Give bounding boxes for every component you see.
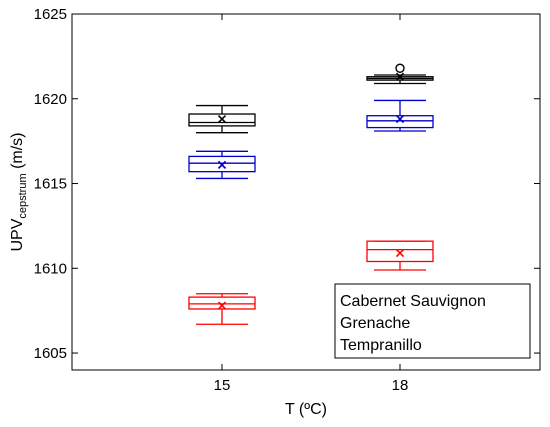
mean-marker xyxy=(395,72,405,81)
y-axis-label: UPVcepstrum (m/s) xyxy=(9,132,29,251)
plot-area-frame xyxy=(71,13,541,371)
y-axis-label-subscript: cepstrum xyxy=(17,173,29,218)
box-tempranillo-18 xyxy=(366,99,434,132)
box-tempranillo-15 xyxy=(188,150,256,180)
mean-marker xyxy=(395,115,405,124)
legend: Cabernet Sauvignon Grenache Tempranillo xyxy=(334,283,531,359)
mean-marker xyxy=(217,301,227,310)
legend-entry-tempranillo: Tempranillo xyxy=(340,337,422,354)
box-cabernet-sauvignon-15 xyxy=(188,104,256,134)
x-axis-label: T (ºC) xyxy=(285,401,327,418)
y-tick-label: 1605 xyxy=(34,345,67,362)
y-axis-label-unit: (m/s) xyxy=(9,132,26,173)
x-tick-label: 18 xyxy=(392,377,409,394)
iqr-box xyxy=(188,296,256,310)
legend-box xyxy=(334,283,531,359)
iqr-box xyxy=(188,155,256,173)
mean-marker xyxy=(217,160,227,169)
iqr-box xyxy=(366,240,434,263)
iqr-box xyxy=(188,113,256,127)
outlier-point xyxy=(395,63,405,73)
x-tick-label: 15 xyxy=(214,377,231,394)
y-axis-label-main: UPV xyxy=(9,218,26,251)
legend-entry-grenache: Grenache xyxy=(340,315,410,332)
legend-entry-cabernet-sauvignon: Cabernet Sauvignon xyxy=(340,293,486,310)
box-grenache-18 xyxy=(366,240,434,271)
mean-marker xyxy=(217,115,227,124)
iqr-box xyxy=(366,115,434,129)
box-grenache-15 xyxy=(188,293,256,325)
mean-marker xyxy=(395,248,405,258)
y-tick-label: 1615 xyxy=(34,176,67,193)
y-tick-label: 1610 xyxy=(34,260,67,277)
box-cabernet-sauvignon-18 xyxy=(366,63,434,85)
y-tick-label: 1625 xyxy=(34,6,67,23)
y-tick-label: 1620 xyxy=(34,91,67,108)
